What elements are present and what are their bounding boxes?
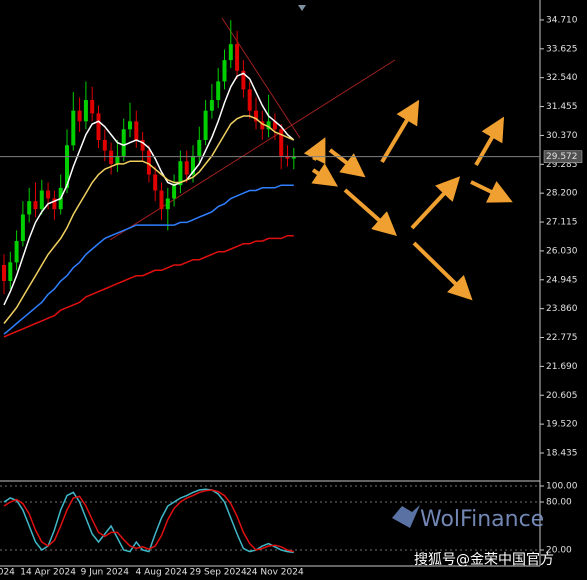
arrow xyxy=(474,116,505,167)
candle-body xyxy=(8,262,13,281)
candle-body xyxy=(20,214,25,242)
arrow xyxy=(410,176,461,230)
candle-body xyxy=(291,156,296,159)
candle-body xyxy=(216,81,221,101)
watermark-logo xyxy=(392,505,420,528)
indicator-line xyxy=(3,115,295,324)
x-tick-label: 4 Aug 2024 xyxy=(136,568,188,578)
candle-body xyxy=(146,150,151,175)
candle-body xyxy=(153,174,158,191)
trend-line xyxy=(109,59,396,241)
arrow xyxy=(412,241,473,301)
y-tick-label: 31.455 xyxy=(546,102,578,112)
candle-body xyxy=(27,201,32,215)
y-tick-label: 34.710 xyxy=(546,15,578,25)
indicator-line xyxy=(3,184,294,335)
candle-body xyxy=(140,139,145,151)
y-tick-label: 30.370 xyxy=(546,131,578,141)
candle-body xyxy=(241,70,246,90)
y-tick-label: 26.030 xyxy=(546,246,578,256)
y-tick-label: 100.00 xyxy=(546,482,578,492)
candle-body xyxy=(165,198,170,210)
candle-body xyxy=(272,121,277,130)
candle-body xyxy=(33,201,38,210)
candle-body xyxy=(115,155,120,164)
y-tick-label: 22.775 xyxy=(546,333,578,343)
y-tick-label: 33.625 xyxy=(546,44,578,54)
candle-body xyxy=(90,100,95,114)
y-tick-label: 18.435 xyxy=(546,448,578,458)
candle-body xyxy=(39,190,44,210)
candle-body xyxy=(222,60,227,82)
candle-body xyxy=(83,100,88,122)
last-price-box xyxy=(543,150,583,163)
candle-body xyxy=(254,110,258,122)
x-tick-label: 2024 xyxy=(0,568,15,578)
candle-body xyxy=(77,110,82,122)
candle-body xyxy=(96,113,101,140)
indicator-line xyxy=(3,488,294,554)
candle-body xyxy=(228,44,233,61)
arrow xyxy=(311,163,338,187)
arrow xyxy=(328,148,366,178)
x-tick-label: 24 Nov 2024 xyxy=(246,568,304,578)
y-tick-label: 32.540 xyxy=(546,73,578,83)
y-tick-label: 28.200 xyxy=(546,189,578,199)
candle-body xyxy=(65,145,69,188)
candle-body xyxy=(102,139,107,151)
candle-body xyxy=(235,44,240,71)
arrow xyxy=(343,188,397,236)
candle-body xyxy=(203,110,208,140)
candle-body xyxy=(159,190,164,210)
y-tick-label: 29.285 xyxy=(546,160,578,170)
shift-marker xyxy=(298,5,306,11)
last-price-label: 29.572 xyxy=(546,152,578,162)
arrow xyxy=(470,180,513,203)
candle-body xyxy=(71,110,76,146)
y-tick-label: 19.520 xyxy=(546,420,578,430)
y-tick-label: 23.860 xyxy=(546,304,578,314)
candle-body xyxy=(209,100,214,111)
indicator-line xyxy=(3,489,294,553)
candle-body xyxy=(260,121,265,130)
candle-body xyxy=(52,198,57,210)
forecast-arrows xyxy=(303,99,513,301)
y-tick-label: 21.690 xyxy=(546,362,578,372)
y-tick-label: 20.00 xyxy=(546,546,572,556)
arrow xyxy=(303,137,326,165)
candle-body xyxy=(279,129,284,156)
candle-body xyxy=(178,161,183,186)
candle-body xyxy=(247,89,252,111)
indicator-line xyxy=(3,234,294,338)
y-tick-label: 80.00 xyxy=(546,498,572,508)
candle-body xyxy=(285,155,290,159)
y-tick-label: 20.605 xyxy=(546,391,578,401)
indicator-line xyxy=(3,72,295,306)
candle-body xyxy=(109,150,114,164)
candle-body xyxy=(128,121,132,130)
y-tick-label: 27.115 xyxy=(546,218,578,228)
watermark: 搜狐号@金荣中国官方 xyxy=(414,552,554,568)
watermark: WolFinance xyxy=(420,507,544,532)
trend-line xyxy=(221,17,301,139)
candle-body xyxy=(266,121,271,130)
arrow xyxy=(380,99,420,164)
x-tick-label: 14 Apr 2024 xyxy=(20,568,76,578)
candle-body xyxy=(134,121,139,140)
candle-body xyxy=(2,265,6,281)
candle-body xyxy=(172,185,177,199)
candle-body xyxy=(197,139,202,156)
candle-body xyxy=(184,161,189,175)
x-tick-label: 29 Sep 2024 xyxy=(190,568,247,578)
y-tick-label: 24.945 xyxy=(546,275,578,285)
x-tick-label: 9 Jun 2024 xyxy=(81,568,130,578)
candle-body xyxy=(14,241,19,263)
candle-body xyxy=(191,155,195,175)
candle-body xyxy=(121,129,126,156)
candle-body xyxy=(46,190,51,199)
